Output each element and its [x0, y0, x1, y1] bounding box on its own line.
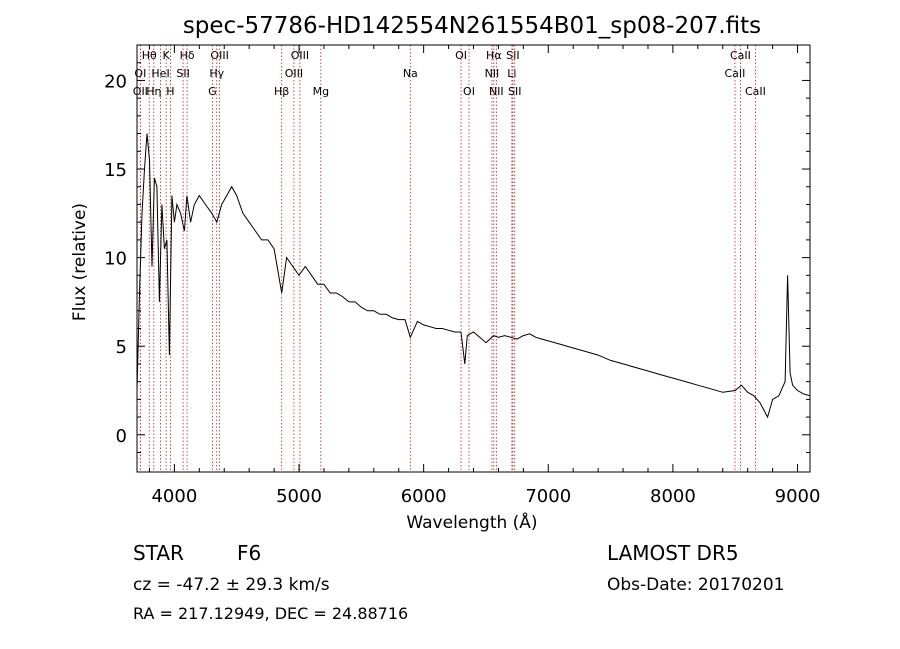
obs-date: Obs-Date: 20170201: [607, 575, 784, 595]
marker-label: Li: [507, 67, 516, 80]
x-tick-label: 7000: [525, 486, 571, 507]
marker-label: SII: [508, 85, 521, 98]
marker-label: H: [166, 85, 174, 98]
marker-label: SII: [176, 67, 189, 80]
marker-label: Hβ: [274, 85, 289, 98]
coordinates: RA = 217.12949, DEC = 24.88716: [133, 604, 408, 623]
x-tick-label: 4000: [151, 486, 197, 507]
marker-label: OIII: [285, 67, 303, 80]
x-tick-label: 8000: [650, 486, 696, 507]
marker-label: K: [163, 49, 171, 62]
y-axis-ticks: 0 5 10 15 20: [104, 62, 810, 454]
y-tick-label: 0: [116, 426, 127, 447]
spectrum-line: [136, 133, 811, 419]
redshift-info: cz = -47.2 ± 29.3 km/s: [133, 575, 330, 595]
spectral-line-markers: Hθ K Hδ OIII OIII OI Hα SII CaII OI HeI SII Hγ OIII Na…: [133, 45, 766, 472]
marker-label: HeI: [151, 67, 169, 80]
marker-label: CaII: [725, 67, 746, 80]
marker-label: Na: [403, 67, 418, 80]
x-axis-label: Wavelength (Å): [406, 511, 537, 533]
chart-title: spec-57786-HD142554N261554B01_sp08-207.f…: [183, 13, 761, 39]
marker-label: Mg: [313, 85, 329, 98]
survey-name: LAMOST DR5: [607, 541, 739, 565]
marker-label: OI: [463, 85, 475, 98]
marker-label: Hθ: [142, 49, 157, 62]
y-tick-label: 10: [104, 249, 127, 270]
plot-frame: [136, 44, 811, 473]
x-tick-label: 9000: [775, 486, 821, 507]
y-tick-label: 20: [104, 71, 127, 92]
x-tick-label: 5000: [276, 486, 322, 507]
x-axis-ticks: 4000 5000 6000 7000 8000 9000: [148, 45, 821, 507]
object-class: STAR: [133, 541, 184, 565]
y-axis-label: Flux (relative): [70, 203, 90, 321]
y-tick-label: 15: [104, 160, 127, 181]
marker-label: Hγ: [209, 67, 224, 80]
marker-label: Hα: [486, 49, 502, 62]
marker-label: NII: [489, 85, 504, 98]
y-tick-label: 5: [116, 337, 127, 358]
spectrum-series: [136, 133, 811, 419]
marker-label: CaII: [745, 85, 766, 98]
marker-label: NII: [485, 67, 500, 80]
marker-label: Hδ: [180, 49, 195, 62]
marker-label: OI: [455, 49, 467, 62]
subclass: F6: [237, 541, 261, 565]
marker-label: CaII: [730, 49, 751, 62]
marker-label: G: [208, 85, 217, 98]
marker-label: Hη: [146, 85, 161, 98]
marker-label: OIII: [291, 49, 309, 62]
x-tick-label: 6000: [401, 486, 447, 507]
marker-label: OIII: [210, 49, 228, 62]
marker-label: SII: [506, 49, 519, 62]
